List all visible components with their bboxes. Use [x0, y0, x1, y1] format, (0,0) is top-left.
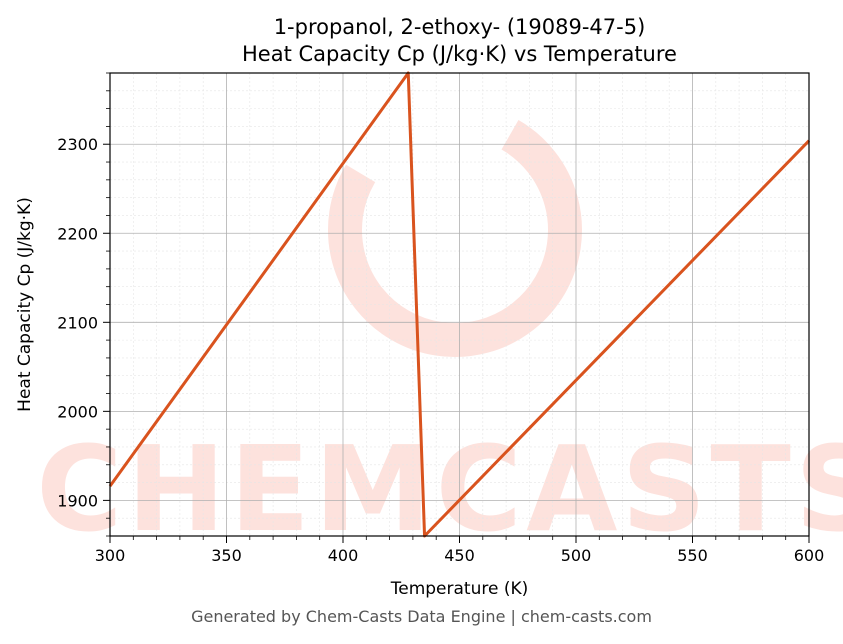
x-tick-label: 550 [677, 546, 708, 565]
y-axis-label: Heat Capacity Cp (J/kg·K) [15, 197, 35, 412]
y-tick-label: 2000 [57, 402, 98, 421]
y-tick-label: 2100 [57, 313, 98, 332]
x-tick-label: 500 [561, 546, 592, 565]
x-axis: 300 350 400 450 500 550 600 [95, 536, 825, 565]
watermark-swirl [328, 103, 582, 357]
series-line-1 [108, 71, 811, 538]
chart-title-line-2: Heat Capacity Cp (J/kg·K) vs Temperature [242, 42, 677, 66]
x-tick-label: 450 [444, 546, 475, 565]
chart-title-line-1: 1-propanol, 2-ethoxy- (19089-47-5) [273, 15, 646, 39]
y-tick-label: 2200 [57, 224, 98, 243]
watermark-text: CHEMCASTS [36, 420, 843, 558]
x-tick-label: 350 [211, 546, 242, 565]
watermark: CHEMCASTS [36, 103, 843, 558]
y-tick-label: 1900 [57, 491, 98, 510]
x-tick-label: 600 [794, 546, 825, 565]
series-layer [108, 71, 811, 538]
y-tick-label: 2300 [57, 135, 98, 154]
x-tick-label: 300 [95, 546, 126, 565]
x-tick-label: 400 [328, 546, 359, 565]
y-axis: 1900 2000 2100 2200 2300 [57, 72, 110, 537]
x-axis-label: Temperature (K) [390, 579, 529, 599]
footer-credit: Generated by Chem-Casts Data Engine | ch… [191, 607, 652, 626]
